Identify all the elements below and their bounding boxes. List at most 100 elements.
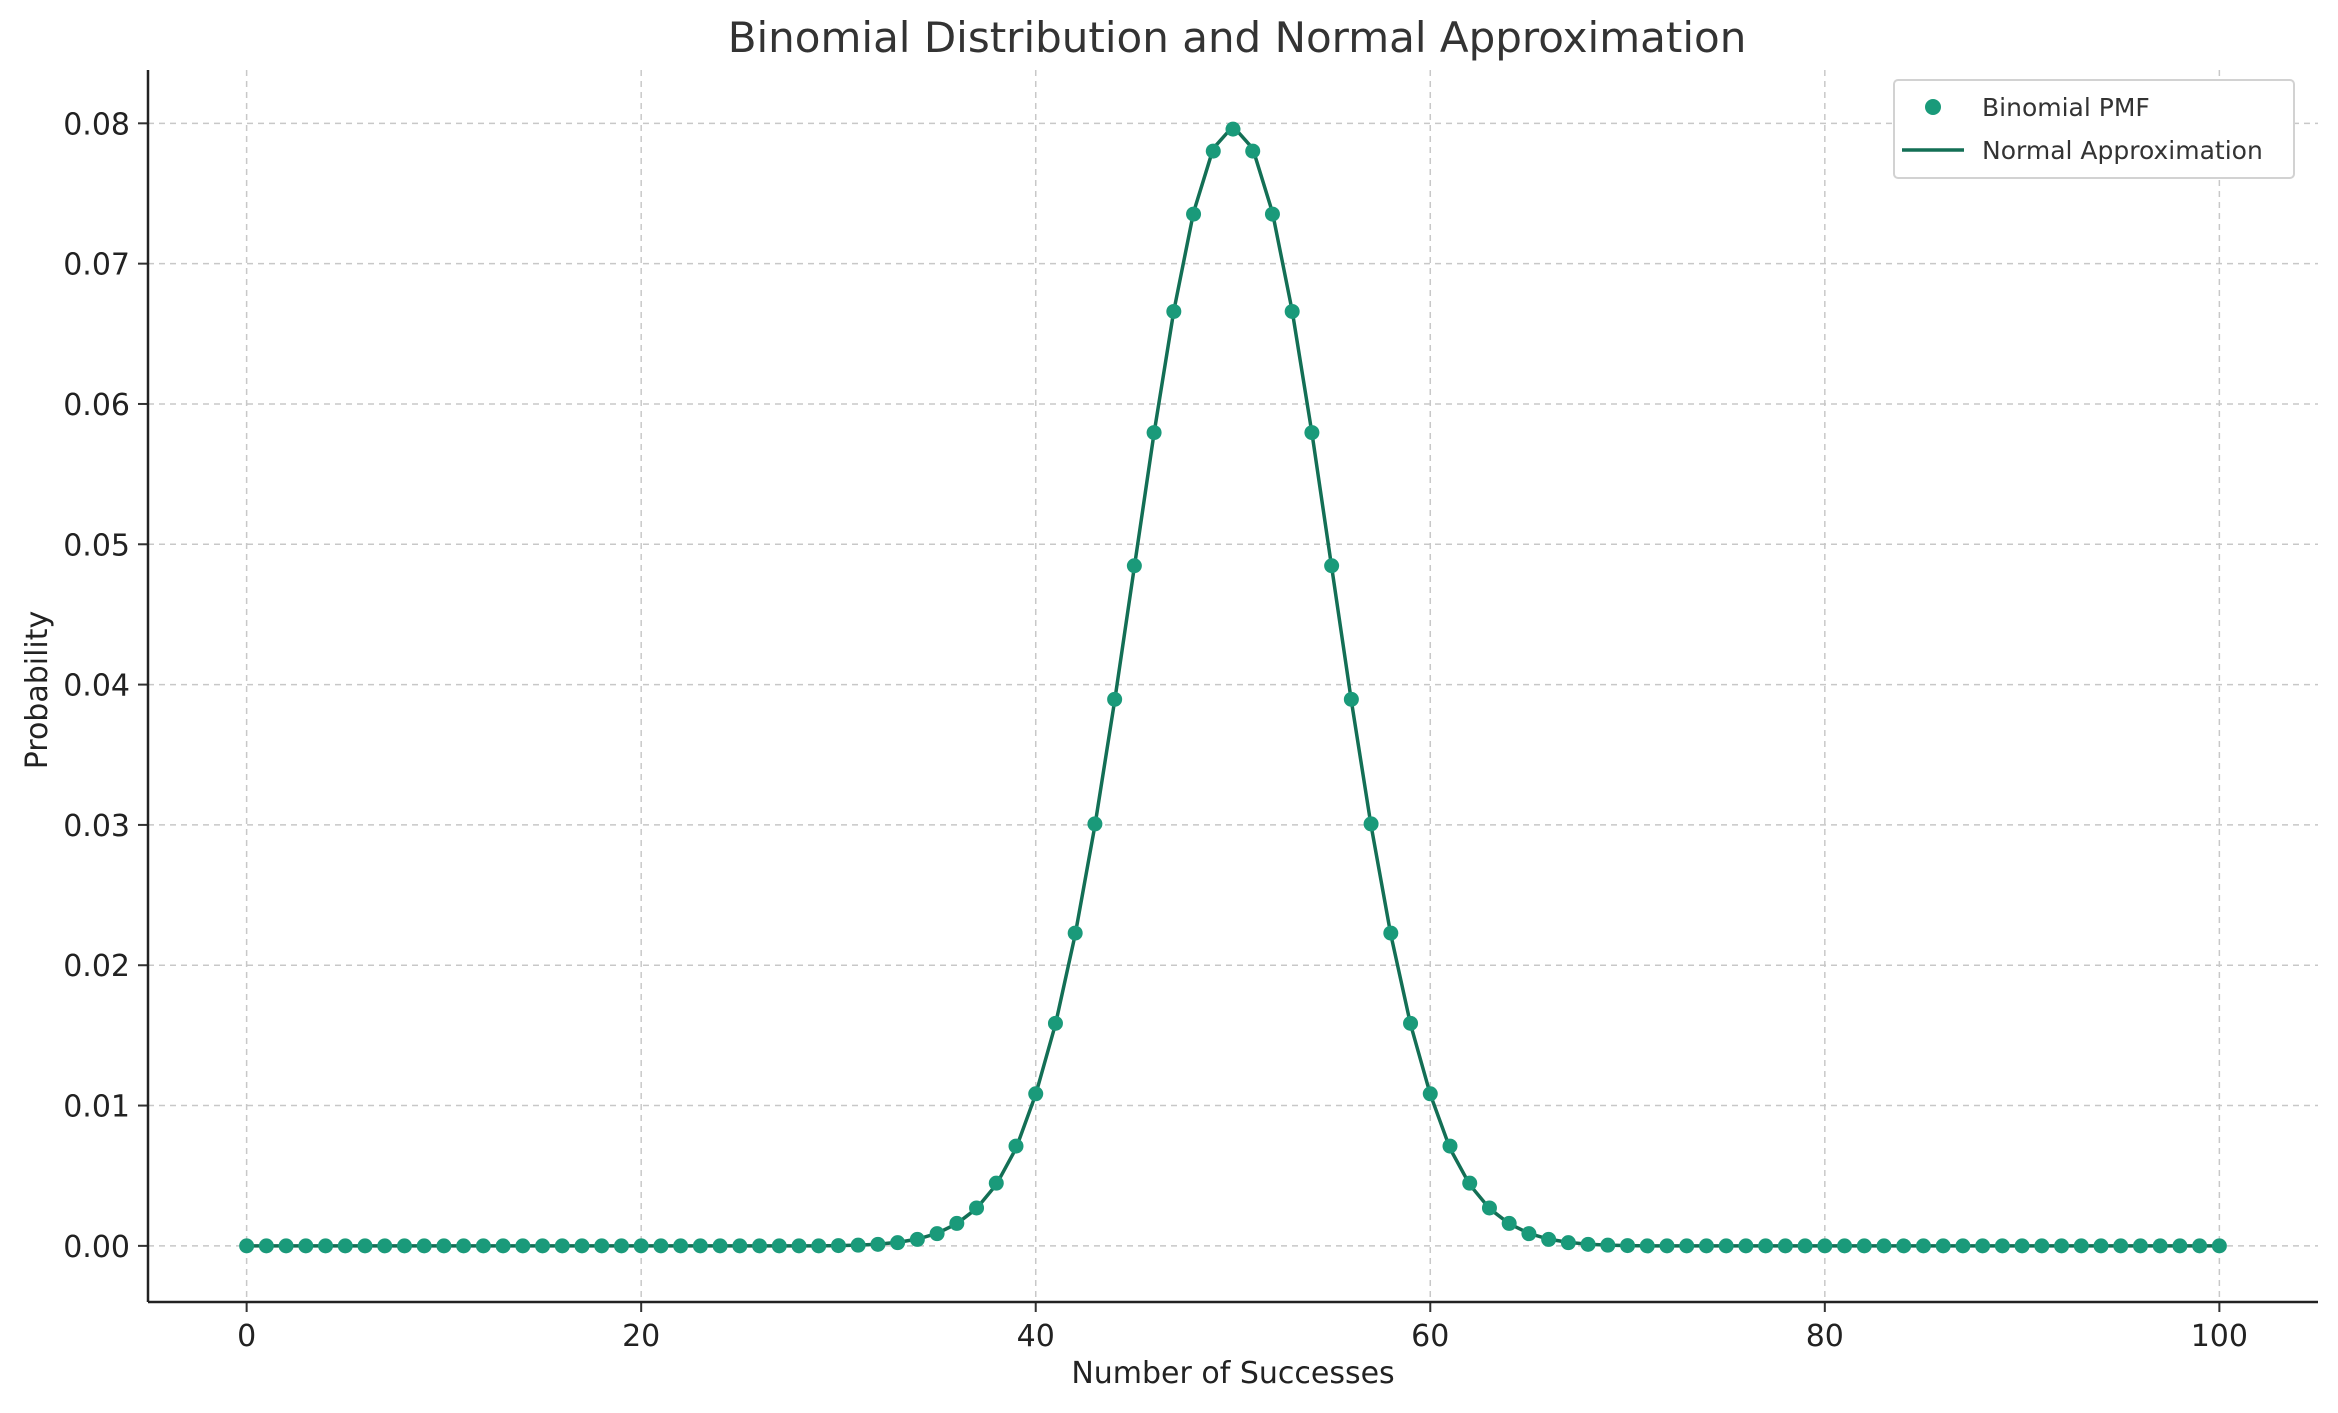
- binomial-pmf-point: [1422, 1086, 1438, 1102]
- binomial-pmf-point: [1205, 143, 1221, 159]
- binomial-pmf-series: [239, 121, 2227, 1254]
- y-tick-label: 0.05: [63, 528, 130, 563]
- binomial-pmf-point: [613, 1238, 629, 1254]
- binomial-pmf-point: [1639, 1238, 1655, 1254]
- binomial-pmf-point: [1935, 1238, 1951, 1254]
- binomial-pmf-point: [752, 1238, 768, 1254]
- binomial-pmf-point: [1126, 558, 1142, 574]
- x-tick-labels: 0 20 40 60 80 100: [237, 1319, 2248, 1354]
- binomial-pmf-point: [2073, 1238, 2089, 1254]
- binomial-pmf-point: [337, 1238, 353, 1254]
- legend-label-normal-approximation: Normal Approximation: [1982, 136, 2263, 165]
- binomial-pmf-point: [258, 1238, 274, 1254]
- binomial-pmf-point: [298, 1238, 314, 1254]
- binomial-pmf-point: [1738, 1238, 1754, 1254]
- binomial-pmf-point: [1876, 1238, 1892, 1254]
- binomial-pmf-point: [2014, 1238, 2030, 1254]
- x-axis-label: Number of Successes: [1071, 1356, 1394, 1391]
- binomial-pmf-point: [475, 1238, 491, 1254]
- binomial-pmf-point: [1718, 1238, 1734, 1254]
- binomial-pmf-point: [1087, 816, 1103, 832]
- binomial-pmf-point: [1363, 816, 1379, 832]
- y-tick-label: 0.02: [63, 949, 130, 984]
- binomial-pmf-point: [653, 1238, 669, 1254]
- binomial-pmf-point: [1028, 1086, 1044, 1102]
- binomial-pmf-point: [1146, 425, 1162, 441]
- binomial-pmf-point: [1481, 1200, 1497, 1216]
- x-tick-label: 20: [622, 1319, 660, 1354]
- binomial-pmf-point: [1403, 1015, 1419, 1031]
- binomial-pmf-point: [2172, 1238, 2188, 1254]
- binomial-pmf-point: [1225, 121, 1241, 137]
- binomial-pmf-point: [1541, 1231, 1557, 1247]
- binomial-pmf-point: [1245, 143, 1261, 159]
- binomial-pmf-point: [1698, 1238, 1714, 1254]
- binomial-pmf-point: [2093, 1238, 2109, 1254]
- binomial-pmf-point: [1186, 206, 1202, 222]
- x-tick-label: 40: [1017, 1319, 1055, 1354]
- binomial-pmf-point: [416, 1238, 432, 1254]
- binomial-pmf-point: [456, 1238, 472, 1254]
- binomial-pmf-point: [830, 1238, 846, 1254]
- binomial-pmf-point: [949, 1215, 965, 1231]
- binomial-pmf-point: [1008, 1138, 1024, 1154]
- binomial-pmf-point: [1777, 1238, 1793, 1254]
- binomial-pmf-point: [495, 1238, 511, 1254]
- y-tick-label: 0.00: [63, 1230, 130, 1265]
- binomial-pmf-point: [2211, 1238, 2227, 1254]
- binomial-pmf-point: [1383, 925, 1399, 941]
- binomial-pmf-point: [811, 1238, 827, 1254]
- binomial-pmf-point: [594, 1238, 610, 1254]
- binomial-pmf-point: [515, 1238, 531, 1254]
- binomial-pmf-point: [633, 1238, 649, 1254]
- binomial-pmf-point: [1600, 1237, 1616, 1253]
- binomial-pmf-point: [2113, 1238, 2129, 1254]
- binomial-pmf-point: [712, 1238, 728, 1254]
- binomial-pmf-point: [1915, 1238, 1931, 1254]
- binomial-pmf-point: [396, 1238, 412, 1254]
- binomial-pmf-point: [1975, 1238, 1991, 1254]
- binomial-pmf-point: [1758, 1238, 1774, 1254]
- binomial-pmf-point: [2152, 1238, 2168, 1254]
- binomial-pmf-point: [2034, 1238, 2050, 1254]
- binomial-pmf-point: [1560, 1235, 1576, 1251]
- binomial-pmf-point: [850, 1237, 866, 1253]
- binomial-pmf-point: [1896, 1238, 1912, 1254]
- binomial-pmf-point: [436, 1238, 452, 1254]
- axes-layer: [138, 70, 2318, 1312]
- binomial-pmf-point: [1047, 1015, 1063, 1031]
- chart-title: Binomial Distribution and Normal Approxi…: [728, 13, 1747, 62]
- x-tick-label: 100: [2191, 1319, 2248, 1354]
- binomial-pmf-point: [535, 1238, 551, 1254]
- binomial-pmf-point: [2054, 1238, 2070, 1254]
- legend-marker-binomial-pmf: [1925, 99, 1941, 115]
- legend: Binomial PMF Normal Approximation: [1893, 79, 2295, 179]
- binomial-pmf-point: [1620, 1238, 1636, 1254]
- legend-label-binomial-pmf: Binomial PMF: [1982, 93, 2150, 122]
- binomial-pmf-point: [1955, 1238, 1971, 1254]
- binomial-pmf-point: [1442, 1138, 1458, 1154]
- binomial-pmf-point: [1659, 1238, 1675, 1254]
- y-tick-labels: 0.00 0.01 0.02 0.03 0.04 0.05 0.06 0.07 0.08: [63, 107, 130, 1265]
- binomial-pmf-point: [278, 1238, 294, 1254]
- binomial-pmf-point: [692, 1238, 708, 1254]
- binomial-pmf-point: [909, 1231, 925, 1247]
- x-tick-label: 80: [1806, 1319, 1844, 1354]
- x-tick-label: 60: [1411, 1319, 1449, 1354]
- binomial-pmf-point: [1994, 1238, 2010, 1254]
- binomial-pmf-point: [1501, 1215, 1517, 1231]
- binomial-pmf-point: [988, 1175, 1004, 1191]
- binomial-pmf-point: [239, 1238, 255, 1254]
- binomial-pmf-point: [890, 1235, 906, 1251]
- binomial-pmf-point: [1324, 558, 1340, 574]
- y-tick-label: 0.03: [63, 809, 130, 844]
- binomial-pmf-point: [554, 1238, 570, 1254]
- binomial-pmf-point: [1067, 925, 1083, 941]
- binomial-pmf-point: [1166, 303, 1182, 319]
- y-tick-label: 0.04: [63, 669, 130, 704]
- x-tick-label: 0: [237, 1319, 256, 1354]
- binomial-pmf-point: [1107, 691, 1123, 707]
